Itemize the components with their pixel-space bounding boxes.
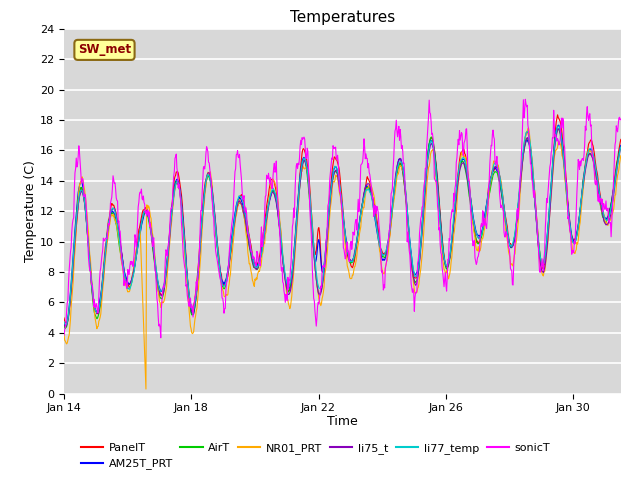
NR01_PRT bbox=[264, 216, 271, 222]
li75_t bbox=[554, 126, 562, 132]
li75_t bbox=[61, 324, 69, 329]
sonicT bbox=[157, 335, 164, 341]
li77_temp bbox=[192, 295, 200, 300]
li77_temp bbox=[293, 214, 301, 220]
PanelT bbox=[60, 315, 68, 321]
AM25T_PRT bbox=[264, 209, 271, 215]
sonicT bbox=[293, 161, 301, 167]
li75_t bbox=[617, 144, 625, 150]
li77_temp bbox=[554, 123, 562, 129]
sonicT bbox=[60, 332, 68, 338]
Line: sonicT: sonicT bbox=[64, 99, 621, 338]
PanelT bbox=[264, 199, 271, 205]
sonicT bbox=[264, 174, 271, 180]
sonicT bbox=[192, 293, 200, 299]
AM25T_PRT bbox=[81, 196, 88, 202]
AM25T_PRT bbox=[555, 122, 563, 128]
li77_temp bbox=[376, 244, 384, 250]
NR01_PRT bbox=[192, 313, 200, 319]
AirT bbox=[81, 200, 88, 206]
AirT bbox=[293, 218, 301, 224]
PanelT bbox=[554, 112, 561, 118]
NR01_PRT bbox=[293, 226, 301, 232]
sonicT bbox=[617, 116, 625, 122]
AM25T_PRT bbox=[61, 324, 69, 330]
PanelT bbox=[192, 290, 200, 296]
NR01_PRT bbox=[617, 153, 625, 159]
li75_t bbox=[192, 296, 200, 302]
NR01_PRT bbox=[80, 184, 88, 190]
li77_temp bbox=[62, 322, 70, 327]
AM25T_PRT bbox=[376, 247, 384, 253]
li77_temp bbox=[264, 208, 271, 214]
AirT bbox=[376, 244, 384, 250]
li75_t bbox=[511, 238, 518, 243]
Line: AirT: AirT bbox=[64, 129, 621, 328]
Legend: PanelT, AM25T_PRT, AirT, NR01_PRT, li75_t, li77_temp, sonicT: PanelT, AM25T_PRT, AirT, NR01_PRT, li75_… bbox=[81, 443, 550, 469]
PanelT bbox=[511, 235, 518, 240]
X-axis label: Time: Time bbox=[327, 415, 358, 428]
li75_t bbox=[81, 201, 88, 206]
AirT bbox=[264, 210, 271, 216]
Line: AM25T_PRT: AM25T_PRT bbox=[64, 125, 621, 327]
AirT bbox=[61, 325, 69, 331]
Y-axis label: Temperature (C): Temperature (C) bbox=[24, 160, 37, 262]
li77_temp bbox=[511, 234, 518, 240]
NR01_PRT bbox=[511, 252, 518, 258]
li77_temp bbox=[81, 200, 88, 206]
AirT bbox=[617, 144, 625, 150]
AM25T_PRT bbox=[511, 237, 518, 243]
li75_t bbox=[376, 243, 384, 249]
NR01_PRT bbox=[376, 250, 384, 256]
sonicT bbox=[522, 96, 529, 102]
NR01_PRT bbox=[142, 386, 150, 392]
AirT bbox=[60, 323, 68, 328]
li77_temp bbox=[60, 319, 68, 324]
AirT bbox=[554, 126, 562, 132]
Text: SW_met: SW_met bbox=[78, 43, 131, 56]
AirT bbox=[192, 298, 200, 303]
Title: Temperatures: Temperatures bbox=[290, 10, 395, 25]
li77_temp bbox=[617, 144, 625, 150]
NR01_PRT bbox=[60, 332, 68, 337]
NR01_PRT bbox=[525, 125, 532, 131]
PanelT bbox=[293, 212, 301, 217]
AM25T_PRT bbox=[617, 143, 625, 148]
li75_t bbox=[293, 218, 301, 224]
li75_t bbox=[264, 213, 271, 218]
Line: li75_t: li75_t bbox=[64, 129, 621, 326]
AM25T_PRT bbox=[293, 210, 301, 216]
PanelT bbox=[63, 320, 70, 326]
sonicT bbox=[376, 237, 384, 243]
li75_t bbox=[60, 320, 68, 326]
AM25T_PRT bbox=[60, 322, 68, 327]
PanelT bbox=[617, 136, 625, 142]
PanelT bbox=[81, 200, 88, 206]
AirT bbox=[511, 235, 518, 240]
sonicT bbox=[80, 194, 88, 200]
sonicT bbox=[511, 252, 518, 258]
AM25T_PRT bbox=[192, 299, 200, 304]
Line: li77_temp: li77_temp bbox=[64, 126, 621, 324]
PanelT bbox=[376, 245, 384, 251]
Line: NR01_PRT: NR01_PRT bbox=[64, 128, 621, 389]
Line: PanelT: PanelT bbox=[64, 115, 621, 323]
